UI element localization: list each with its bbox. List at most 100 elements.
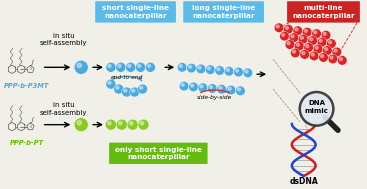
- Circle shape: [108, 64, 111, 67]
- Circle shape: [236, 69, 239, 72]
- Circle shape: [206, 65, 215, 74]
- Circle shape: [108, 121, 111, 125]
- Text: DNA
mimic: DNA mimic: [305, 100, 328, 114]
- Circle shape: [177, 63, 187, 72]
- Circle shape: [116, 119, 127, 130]
- Circle shape: [106, 79, 116, 89]
- Circle shape: [309, 51, 319, 61]
- Circle shape: [328, 54, 338, 64]
- Circle shape: [276, 25, 279, 28]
- Circle shape: [135, 62, 145, 72]
- Circle shape: [74, 60, 88, 74]
- Circle shape: [323, 32, 326, 35]
- Circle shape: [217, 84, 226, 94]
- Text: in situ
self-assembly: in situ self-assembly: [40, 102, 87, 116]
- Circle shape: [323, 46, 332, 55]
- FancyBboxPatch shape: [183, 1, 264, 23]
- Circle shape: [310, 38, 313, 41]
- Circle shape: [314, 31, 317, 34]
- Circle shape: [291, 35, 294, 38]
- Circle shape: [226, 68, 229, 71]
- Circle shape: [122, 87, 132, 97]
- Circle shape: [114, 84, 124, 94]
- Circle shape: [207, 67, 210, 70]
- Circle shape: [148, 64, 150, 67]
- Circle shape: [297, 43, 299, 46]
- Circle shape: [332, 47, 342, 57]
- Circle shape: [328, 41, 332, 44]
- Circle shape: [312, 29, 321, 38]
- Circle shape: [300, 36, 304, 39]
- Circle shape: [127, 119, 138, 130]
- Text: PPP-b-PT: PPP-b-PT: [10, 140, 44, 146]
- Text: PPP-b-P3MT: PPP-b-P3MT: [4, 83, 50, 89]
- Circle shape: [179, 64, 182, 67]
- Circle shape: [74, 118, 88, 132]
- Circle shape: [116, 86, 119, 89]
- Circle shape: [219, 86, 222, 89]
- FancyBboxPatch shape: [109, 143, 208, 164]
- Circle shape: [215, 66, 224, 75]
- Circle shape: [119, 121, 122, 125]
- Text: long single-line
nanocaterpillar: long single-line nanocaterpillar: [192, 5, 255, 19]
- Circle shape: [302, 52, 305, 55]
- Circle shape: [118, 64, 121, 67]
- Text: only short single-line
nanocaterpillar: only short single-line nanocaterpillar: [115, 147, 202, 160]
- Circle shape: [237, 88, 241, 91]
- Circle shape: [130, 87, 139, 97]
- Circle shape: [286, 26, 288, 29]
- Circle shape: [313, 44, 323, 54]
- Circle shape: [292, 50, 295, 53]
- Circle shape: [338, 56, 347, 65]
- Circle shape: [128, 64, 131, 67]
- Circle shape: [327, 39, 336, 48]
- Circle shape: [319, 53, 328, 62]
- Circle shape: [236, 86, 245, 96]
- Circle shape: [284, 25, 293, 34]
- Circle shape: [317, 37, 327, 47]
- Circle shape: [210, 86, 212, 89]
- Circle shape: [281, 33, 285, 36]
- Circle shape: [187, 63, 196, 73]
- Circle shape: [285, 40, 295, 49]
- Circle shape: [224, 67, 234, 76]
- Circle shape: [315, 46, 318, 49]
- Circle shape: [116, 62, 126, 72]
- Circle shape: [300, 92, 333, 126]
- Text: S: S: [29, 67, 32, 71]
- Circle shape: [196, 64, 206, 74]
- Circle shape: [77, 121, 81, 125]
- Circle shape: [108, 81, 111, 84]
- Circle shape: [306, 45, 309, 48]
- Circle shape: [245, 70, 248, 73]
- Circle shape: [302, 27, 312, 37]
- Circle shape: [234, 67, 243, 77]
- Circle shape: [179, 81, 189, 91]
- Circle shape: [274, 23, 284, 33]
- Circle shape: [321, 30, 331, 40]
- Circle shape: [298, 34, 308, 44]
- Circle shape: [145, 62, 155, 72]
- Circle shape: [129, 121, 133, 125]
- Circle shape: [295, 28, 298, 31]
- Circle shape: [105, 119, 116, 130]
- Circle shape: [226, 85, 236, 95]
- Circle shape: [217, 68, 220, 71]
- Circle shape: [190, 84, 194, 87]
- Circle shape: [304, 43, 313, 52]
- Circle shape: [124, 89, 127, 92]
- Circle shape: [228, 87, 231, 90]
- Circle shape: [189, 82, 198, 92]
- Text: short single-line
nanocaterpillar: short single-line nanocaterpillar: [102, 5, 169, 19]
- Circle shape: [198, 66, 201, 69]
- Text: S: S: [29, 125, 32, 129]
- Circle shape: [207, 84, 217, 93]
- Circle shape: [330, 56, 333, 59]
- Circle shape: [106, 62, 116, 72]
- Circle shape: [280, 31, 289, 41]
- Circle shape: [139, 86, 143, 89]
- Circle shape: [324, 48, 328, 51]
- Circle shape: [243, 68, 252, 78]
- Circle shape: [291, 48, 300, 58]
- FancyBboxPatch shape: [95, 1, 176, 23]
